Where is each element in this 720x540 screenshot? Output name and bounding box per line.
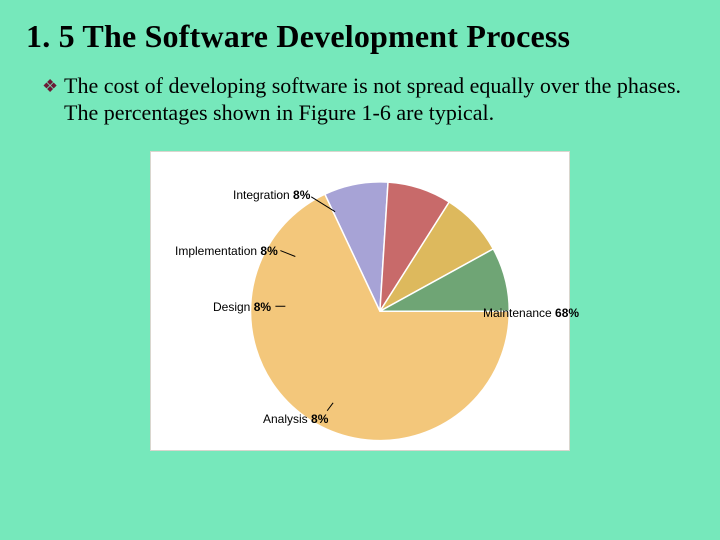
pie-label-percent: 8% xyxy=(254,300,271,314)
pie-chart: Integration 8%Implementation 8%Design 8%… xyxy=(150,151,570,451)
diamond-bullet-icon: ❖ xyxy=(42,73,64,99)
pie-label-implementation: Implementation 8% xyxy=(175,244,278,258)
slide: 1. 5 The Software Development Process ❖ … xyxy=(0,0,720,540)
bullet-item: ❖ The cost of developing software is not… xyxy=(42,73,696,127)
pie-label-text: Implementation xyxy=(175,244,260,258)
pie-label-integration: Integration 8% xyxy=(233,188,310,202)
pie-label-percent: 8% xyxy=(293,188,310,202)
pie-label-text: Maintenance xyxy=(483,306,555,320)
pie-label-percent: 8% xyxy=(311,412,328,426)
pie-label-text: Design xyxy=(213,300,254,314)
pie-label-text: Integration xyxy=(233,188,293,202)
slide-title: 1. 5 The Software Development Process xyxy=(26,18,696,55)
pie-label-percent: 8% xyxy=(260,244,277,258)
pie-label-design: Design 8% xyxy=(213,300,271,314)
pie-label-text: Analysis xyxy=(263,412,311,426)
pie-label-analysis: Analysis 8% xyxy=(263,412,328,426)
pie-label-maintenance: Maintenance 68% xyxy=(483,306,579,320)
pie-label-percent: 68% xyxy=(555,306,579,320)
bullet-text: The cost of developing software is not s… xyxy=(64,73,684,127)
